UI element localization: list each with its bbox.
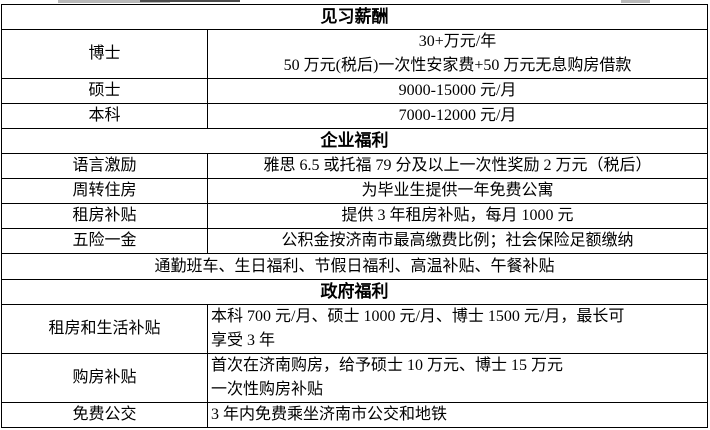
row-value-house-purchase-subsidy: 首次在济南购房，给予硕士 10 万元、博士 15 万元 一次性购房补贴	[207, 353, 708, 403]
row-value-bachelor: 7000-12000 元/月	[207, 103, 708, 129]
value-line: 一次性购房补贴	[211, 381, 324, 398]
value-line: 首次在济南购房，给予硕士 10 万元、博士 15 万元	[211, 357, 564, 374]
screen-edge-artifact	[621, 0, 650, 3]
screen-edge-line	[140, 0, 240, 2]
row-label-language-incentive: 语言激励	[1, 153, 208, 179]
row-value-language-incentive: 雅思 6.5 或托福 79 分及以上一次性奖励 2 万元（税后）	[207, 153, 708, 179]
row-label-master: 硕士	[1, 78, 208, 104]
row-value-rent-living-subsidy: 本科 700 元/月、硕士 1000 元/月、博士 1500 元/月，最长可 享…	[207, 304, 708, 354]
row-label-bachelor: 本科	[1, 103, 208, 129]
benefits-table: 见习薪酬 博士 30+万元/年 50 万元(税后)一次性安家费+50 万元无息购…	[1, 4, 708, 428]
value-line: 本科 700 元/月、硕士 1000 元/月、博士 1500 元/月，最长可	[211, 308, 625, 325]
value-line: 50 万元(税后)一次性安家费+50 万元无息购房借款	[283, 57, 632, 74]
section-header-company-benefits: 企业福利	[1, 128, 708, 154]
row-value-free-transit: 3 年内免费乘坐济南市公交和地铁	[207, 402, 708, 428]
row-value-master: 9000-15000 元/月	[207, 78, 708, 104]
row-label-free-transit: 免费公交	[1, 402, 208, 428]
row-label-rent-living-subsidy: 租房和生活补贴	[1, 304, 208, 354]
section-header-salary: 见习薪酬	[1, 4, 708, 30]
row-label-five-insurances: 五险一金	[1, 228, 208, 254]
company-benefits-extra-row: 通勤班车、生日福利、节假日福利、高温补贴、午餐补贴	[1, 253, 708, 280]
row-value-rent-subsidy: 提供 3 年租房补贴，每月 1000 元	[207, 203, 708, 229]
row-label-phd: 博士	[1, 29, 208, 79]
row-label-rent-subsidy: 租房补贴	[1, 203, 208, 229]
screen-edge-artifact	[58, 0, 170, 3]
row-value-phd: 30+万元/年 50 万元(税后)一次性安家费+50 万元无息购房借款	[207, 29, 708, 79]
row-value-five-insurances: 公积金按济南市最高缴费比例；社会保险足额缴纳	[207, 228, 708, 254]
value-line: 30+万元/年	[418, 33, 497, 50]
row-label-house-purchase-subsidy: 购房补贴	[1, 353, 208, 403]
section-header-government-benefits: 政府福利	[1, 279, 708, 305]
row-value-transitional-housing: 为毕业生提供一年免费公寓	[207, 178, 708, 204]
row-label-transitional-housing: 周转住房	[1, 178, 208, 204]
value-line: 享受 3 年	[211, 332, 276, 349]
